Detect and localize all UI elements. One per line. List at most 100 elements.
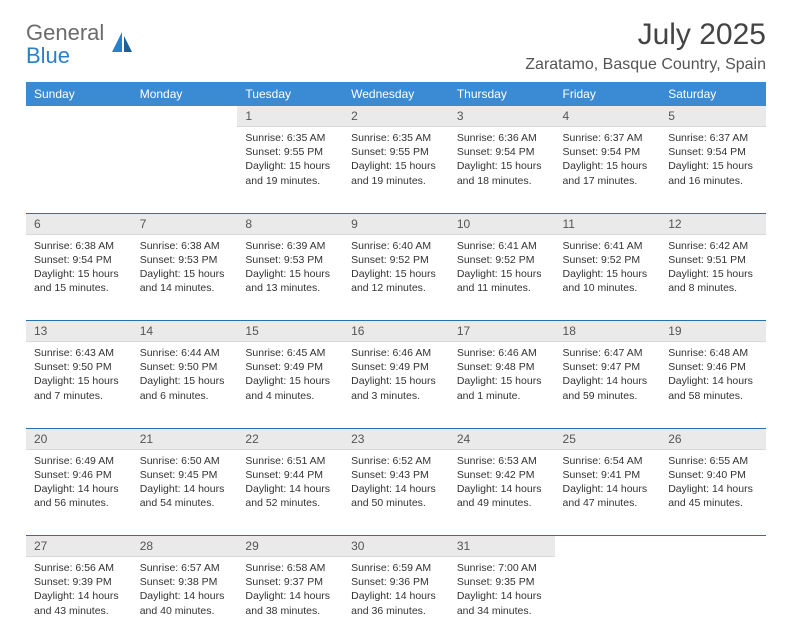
weekday-header: Friday xyxy=(555,82,661,106)
day-details: Sunrise: 6:46 AMSunset: 9:49 PMDaylight:… xyxy=(343,342,449,409)
day-number: 10 xyxy=(449,214,555,235)
day-details: Sunrise: 6:43 AMSunset: 9:50 PMDaylight:… xyxy=(26,342,132,409)
logo-text-general: General xyxy=(26,20,104,45)
day-details: Sunrise: 6:38 AMSunset: 9:53 PMDaylight:… xyxy=(132,235,238,302)
day-number-row: 6789101112 xyxy=(26,214,766,235)
day-cell: Sunrise: 6:36 AMSunset: 9:54 PMDaylight:… xyxy=(449,127,555,213)
day-number-cell: 6 xyxy=(26,214,132,235)
location: Zaratamo, Basque Country, Spain xyxy=(525,56,766,74)
day-number-cell: 23 xyxy=(343,429,449,450)
day-cell: Sunrise: 6:46 AMSunset: 9:48 PMDaylight:… xyxy=(449,342,555,428)
day-number: 21 xyxy=(132,429,238,450)
day-cell: Sunrise: 6:46 AMSunset: 9:49 PMDaylight:… xyxy=(343,342,449,428)
day-number: 18 xyxy=(555,321,661,342)
day-number: 22 xyxy=(237,429,343,450)
day-cell: Sunrise: 6:47 AMSunset: 9:47 PMDaylight:… xyxy=(555,342,661,428)
day-number-cell: 2 xyxy=(343,106,449,127)
day-number: 29 xyxy=(237,536,343,557)
day-details: Sunrise: 6:58 AMSunset: 9:37 PMDaylight:… xyxy=(237,557,343,624)
day-number-row: 12345 xyxy=(26,106,766,127)
day-number: 25 xyxy=(555,429,661,450)
day-details: Sunrise: 6:46 AMSunset: 9:48 PMDaylight:… xyxy=(449,342,555,409)
day-cell: Sunrise: 6:37 AMSunset: 9:54 PMDaylight:… xyxy=(555,127,661,213)
day-number: 15 xyxy=(237,321,343,342)
calendar-table: SundayMondayTuesdayWednesdayThursdayFrid… xyxy=(26,82,766,643)
day-cell: Sunrise: 6:56 AMSunset: 9:39 PMDaylight:… xyxy=(26,557,132,643)
day-cell: Sunrise: 6:37 AMSunset: 9:54 PMDaylight:… xyxy=(660,127,766,213)
day-number-cell: 30 xyxy=(343,536,449,557)
day-number-cell: 22 xyxy=(237,429,343,450)
day-number: 19 xyxy=(660,321,766,342)
weekday-header: Wednesday xyxy=(343,82,449,106)
day-number-row: 2728293031 xyxy=(26,536,766,557)
day-cell: Sunrise: 6:42 AMSunset: 9:51 PMDaylight:… xyxy=(660,235,766,321)
day-details: Sunrise: 6:50 AMSunset: 9:45 PMDaylight:… xyxy=(132,450,238,517)
day-cell xyxy=(132,127,238,213)
day-cell: Sunrise: 6:40 AMSunset: 9:52 PMDaylight:… xyxy=(343,235,449,321)
day-number: 20 xyxy=(26,429,132,450)
day-cell: Sunrise: 6:57 AMSunset: 9:38 PMDaylight:… xyxy=(132,557,238,643)
day-number-cell: 13 xyxy=(26,321,132,342)
day-details: Sunrise: 6:38 AMSunset: 9:54 PMDaylight:… xyxy=(26,235,132,302)
day-number: 13 xyxy=(26,321,132,342)
weekday-header: Tuesday xyxy=(237,82,343,106)
day-number-cell xyxy=(132,106,238,127)
day-cell: Sunrise: 6:54 AMSunset: 9:41 PMDaylight:… xyxy=(555,450,661,536)
day-cell: Sunrise: 6:53 AMSunset: 9:42 PMDaylight:… xyxy=(449,450,555,536)
day-details: Sunrise: 6:51 AMSunset: 9:44 PMDaylight:… xyxy=(237,450,343,517)
day-cell: Sunrise: 6:48 AMSunset: 9:46 PMDaylight:… xyxy=(660,342,766,428)
day-number-cell: 26 xyxy=(660,429,766,450)
day-number-cell: 28 xyxy=(132,536,238,557)
day-cell: Sunrise: 6:43 AMSunset: 9:50 PMDaylight:… xyxy=(26,342,132,428)
sail-icon xyxy=(108,30,134,61)
day-number-cell: 29 xyxy=(237,536,343,557)
day-number-cell: 5 xyxy=(660,106,766,127)
day-cell: Sunrise: 6:55 AMSunset: 9:40 PMDaylight:… xyxy=(660,450,766,536)
day-details: Sunrise: 6:57 AMSunset: 9:38 PMDaylight:… xyxy=(132,557,238,624)
day-cell: Sunrise: 6:51 AMSunset: 9:44 PMDaylight:… xyxy=(237,450,343,536)
day-number: 5 xyxy=(660,106,766,127)
day-number: 27 xyxy=(26,536,132,557)
day-cell: Sunrise: 6:58 AMSunset: 9:37 PMDaylight:… xyxy=(237,557,343,643)
day-number: 28 xyxy=(132,536,238,557)
day-number-cell xyxy=(555,536,661,557)
day-number-cell: 21 xyxy=(132,429,238,450)
day-number-cell: 7 xyxy=(132,214,238,235)
day-number: 26 xyxy=(660,429,766,450)
day-cell: Sunrise: 6:38 AMSunset: 9:53 PMDaylight:… xyxy=(132,235,238,321)
day-cell: Sunrise: 6:45 AMSunset: 9:49 PMDaylight:… xyxy=(237,342,343,428)
day-number-cell: 20 xyxy=(26,429,132,450)
day-details: Sunrise: 6:54 AMSunset: 9:41 PMDaylight:… xyxy=(555,450,661,517)
day-cell: Sunrise: 6:39 AMSunset: 9:53 PMDaylight:… xyxy=(237,235,343,321)
day-number-cell: 3 xyxy=(449,106,555,127)
day-number-cell: 18 xyxy=(555,321,661,342)
day-number xyxy=(26,106,132,112)
day-cell: Sunrise: 6:38 AMSunset: 9:54 PMDaylight:… xyxy=(26,235,132,321)
day-number-cell: 31 xyxy=(449,536,555,557)
day-details: Sunrise: 6:36 AMSunset: 9:54 PMDaylight:… xyxy=(449,127,555,194)
day-number: 23 xyxy=(343,429,449,450)
day-cell: Sunrise: 6:44 AMSunset: 9:50 PMDaylight:… xyxy=(132,342,238,428)
day-number: 31 xyxy=(449,536,555,557)
day-number: 24 xyxy=(449,429,555,450)
day-number-cell: 12 xyxy=(660,214,766,235)
day-details: Sunrise: 6:55 AMSunset: 9:40 PMDaylight:… xyxy=(660,450,766,517)
day-number: 30 xyxy=(343,536,449,557)
day-body-row: Sunrise: 6:43 AMSunset: 9:50 PMDaylight:… xyxy=(26,342,766,428)
day-number: 9 xyxy=(343,214,449,235)
day-number: 8 xyxy=(237,214,343,235)
day-number: 2 xyxy=(343,106,449,127)
day-number-cell: 8 xyxy=(237,214,343,235)
day-body-row: Sunrise: 6:49 AMSunset: 9:46 PMDaylight:… xyxy=(26,450,766,536)
day-number xyxy=(555,536,661,542)
weekday-header: Saturday xyxy=(660,82,766,106)
day-number: 17 xyxy=(449,321,555,342)
day-details: Sunrise: 6:49 AMSunset: 9:46 PMDaylight:… xyxy=(26,450,132,517)
day-details: Sunrise: 6:41 AMSunset: 9:52 PMDaylight:… xyxy=(555,235,661,302)
day-details: Sunrise: 6:47 AMSunset: 9:47 PMDaylight:… xyxy=(555,342,661,409)
day-body-row: Sunrise: 6:56 AMSunset: 9:39 PMDaylight:… xyxy=(26,557,766,643)
title-block: July 2025 Zaratamo, Basque Country, Spai… xyxy=(525,18,766,74)
day-number-cell: 19 xyxy=(660,321,766,342)
day-cell: Sunrise: 6:35 AMSunset: 9:55 PMDaylight:… xyxy=(343,127,449,213)
day-cell: Sunrise: 6:41 AMSunset: 9:52 PMDaylight:… xyxy=(449,235,555,321)
